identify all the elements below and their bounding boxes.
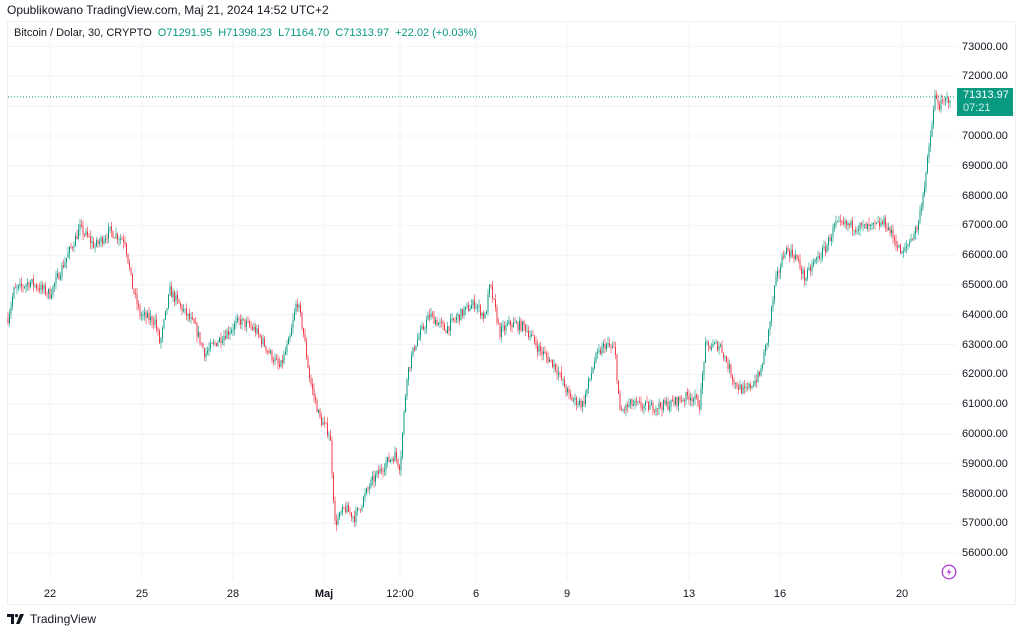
published-caption: Opublikowano TradingView.com, Maj 21, 20… [7, 3, 329, 17]
price-tick-label: 66000.00 [962, 249, 1008, 262]
price-tick-label: 70000.00 [962, 130, 1008, 142]
price-tick-label: 59000.00 [962, 457, 1008, 470]
low-value: L71164.70 [278, 27, 330, 39]
lightning-icon[interactable] [941, 564, 957, 580]
high-value: H71398.23 [218, 27, 273, 39]
ohlc-legend: Bitcoin / Dolar, 30, CRYPTO O71291.95 H7… [14, 27, 477, 39]
price-tick-label: 61000.00 [962, 398, 1008, 411]
brand-name: TradingView [30, 612, 97, 626]
price-tick-label: 60000.00 [962, 428, 1008, 440]
chart-frame [7, 21, 1016, 605]
symbol-label: Bitcoin / Dolar, 30, CRYPTO [14, 27, 152, 39]
price-tick-label: 62000.00 [962, 368, 1008, 381]
close-value: C71313.97 [335, 27, 390, 39]
price-tick-label: 58000.00 [962, 487, 1008, 500]
time-tick-label: 22 [43, 588, 57, 600]
time-tick-label: 25 [135, 588, 149, 600]
time-tick-label: 9 [563, 588, 571, 600]
price-tick-label: 73000.00 [962, 40, 1008, 53]
time-tick-label: Maj [314, 588, 334, 600]
price-tick-label: 64000.00 [962, 308, 1008, 321]
price-tick-label: 72000.00 [962, 70, 1008, 83]
open-value: O71291.95 [157, 27, 213, 39]
price-tick-label: 68000.00 [962, 189, 1008, 202]
time-tick-label: 16 [773, 588, 787, 600]
price-tick-label: 56000.00 [962, 547, 1008, 560]
price-tick-label: 63000.00 [962, 338, 1008, 351]
grid-lines [8, 22, 956, 580]
price-tick-label: 65000.00 [962, 279, 1008, 291]
price-tick-label: 67000.00 [962, 219, 1008, 232]
time-tick-label: 28 [226, 588, 240, 600]
time-tick-label: 13 [682, 588, 696, 600]
time-tick-label: 20 [895, 588, 909, 600]
candles [7, 89, 951, 532]
price-tick-label: 69000.00 [962, 159, 1008, 172]
time-tick-label: 6 [472, 588, 480, 600]
change-value: +22.02 (+0.03%) [395, 27, 478, 39]
time-tick-label: 12:00 [386, 588, 414, 600]
price-tick-label: 57000.00 [962, 517, 1008, 530]
tv-logo-icon [7, 614, 24, 624]
bar-countdown: 07:21 [963, 102, 991, 114]
last-price: 71313.97 [963, 89, 1009, 101]
last-price-tag: 71313.97 07:21 [957, 88, 1013, 116]
tradingview-logo[interactable]: TradingView [7, 612, 96, 626]
